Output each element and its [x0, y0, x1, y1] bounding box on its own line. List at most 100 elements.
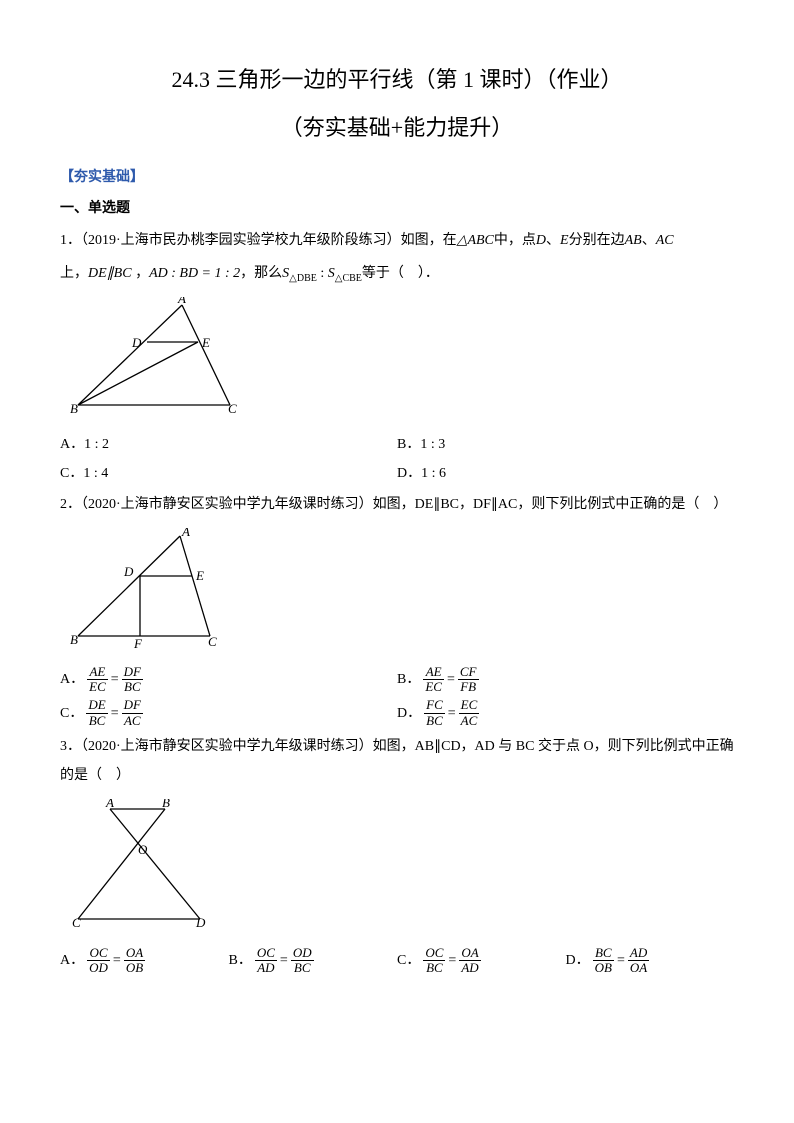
q2A-d1: EC [87, 680, 108, 694]
q2C-n1: DE [86, 698, 107, 713]
q1-S2sub: △CBE [335, 273, 362, 284]
q1-AB: AB [625, 233, 642, 248]
q1-optD: D．1 : 6 [397, 461, 734, 486]
q2-svg: A B C D E F [70, 528, 220, 650]
q2D-n1: FC [424, 698, 445, 713]
q3-optC-label: C． [397, 948, 420, 973]
q1-options-row2: C．1 : 4 D．1 : 6 [60, 461, 734, 486]
q3D-n1: BC [593, 946, 614, 961]
q1-line1: 1．（2019·上海市民办桃李园实验学校九年级阶段练习）如图，在△ABC中，点D… [60, 226, 734, 255]
q2-optA: A． AEEC = DFBC [60, 665, 397, 695]
q2B-n2: CF [458, 665, 479, 680]
page-title-1: 24.3 三角形一边的平行线（第 1 课时）（作业） [60, 60, 734, 100]
q1-line2: 上，DE∥BC ，AD : BD = 1 : 2，那么S△DBE : S△CBE… [60, 259, 734, 289]
q2A-n1: AE [87, 665, 108, 680]
svg-text:B: B [70, 632, 78, 647]
q1-m1: 中，点 [494, 233, 536, 248]
subsection-header: 一、单选题 [60, 196, 734, 221]
q2B-d1: EC [423, 680, 444, 694]
q1-l2d: 等于（ ）． [362, 266, 439, 281]
q1-svg: A B C D E [70, 297, 240, 417]
svg-text:D: D [131, 335, 142, 350]
q3D-n2: AD [628, 946, 649, 961]
q2C-d1: BC [86, 714, 107, 728]
svg-text:O: O [138, 842, 148, 857]
q1-optA: A．1 : 2 [60, 432, 397, 457]
svg-text:A: A [181, 528, 190, 539]
q3C-n2: OA [459, 946, 480, 961]
q3C-d1: BC [423, 961, 445, 975]
q2-optB-label: B． [397, 667, 420, 692]
q1-l2a: 上， [60, 266, 88, 281]
svg-text:F: F [133, 636, 143, 650]
q2-options-row1: A． AEEC = DFBC B． AEEC = CFFB [60, 665, 734, 695]
q2-optA-label: A． [60, 667, 84, 692]
q2-optD: D． FCBC = ECAC [397, 698, 734, 728]
svg-text:E: E [201, 335, 210, 350]
page-title-2: （夯实基础+能力提升） [60, 108, 734, 148]
q3-optD: D． BCOB = ADOA [566, 946, 735, 976]
q1-parallel: DE∥BC [88, 266, 132, 281]
q1-ratio: AD : BD = 1 : 2 [149, 266, 240, 281]
q3-svg: ABCDO [70, 799, 220, 931]
q3-optA-label: A． [60, 948, 84, 973]
q2A-n2: DF [122, 665, 143, 680]
svg-text:D: D [195, 915, 206, 930]
q3A-n1: OC [87, 946, 110, 961]
q1-l2c: ，那么 [240, 266, 282, 281]
q3C-n1: OC [423, 946, 445, 961]
q2-figure: A B C D E F [70, 528, 734, 659]
svg-text:E: E [195, 568, 204, 583]
q3B-d2: BC [291, 961, 314, 975]
q1-optB: B．1 : 3 [397, 432, 734, 457]
q2-optD-label: D． [397, 701, 421, 726]
q2-optC: C． DEBC = DFAC [60, 698, 397, 728]
q1-prefix: 1．（2019·上海市民办桃李园实验学校九年级阶段练习）如图，在 [60, 233, 457, 248]
q2-options-row2: C． DEBC = DFAC D． FCBC = ECAC [60, 698, 734, 728]
q3-optA: A． OCOD = OAOB [60, 946, 229, 976]
q2A-d2: BC [122, 680, 143, 694]
q1-m3: 分别在边 [569, 233, 625, 248]
svg-text:C: C [72, 915, 81, 930]
q3-optB-label: B． [229, 948, 252, 973]
q3A-d1: OD [87, 961, 110, 975]
q2-text: 2．（2020·上海市静安区实验中学九年级课时练习）如图，DE∥BC，DF∥AC… [60, 490, 734, 519]
svg-text:A: A [105, 799, 114, 810]
q3B-n1: OC [255, 946, 277, 961]
svg-text:C: C [228, 401, 237, 416]
q1-l2b: ， [132, 266, 150, 281]
q1-optC: C．1 : 4 [60, 461, 397, 486]
q1-tri: △ABC [457, 233, 494, 248]
q2D-d1: BC [424, 714, 445, 728]
svg-text:A: A [177, 297, 186, 306]
q3C-d2: AD [459, 961, 480, 975]
q3-options-row: A． OCOD = OAOB B． OCAD = ODBC C． OCBC = … [60, 946, 734, 976]
q1-options-row1: A．1 : 2 B．1 : 3 [60, 432, 734, 457]
q3A-n2: OA [124, 946, 145, 961]
q1-D: D [536, 233, 546, 248]
svg-text:B: B [70, 401, 78, 416]
svg-text:C: C [208, 634, 217, 649]
q3-optC: C． OCBC = OAAD [397, 946, 566, 976]
q1-m2: 、 [546, 233, 560, 248]
q2C-n2: DF [122, 698, 143, 713]
svg-text:D: D [123, 564, 134, 579]
q2B-d2: FB [458, 680, 479, 694]
q2B-n1: AE [423, 665, 444, 680]
q2C-d2: AC [122, 714, 143, 728]
q3-optD-label: D． [566, 948, 590, 973]
q2D-d2: AC [459, 714, 480, 728]
q1-E: E [560, 233, 569, 248]
q3D-d2: OA [628, 961, 649, 975]
q3B-n2: OD [291, 946, 314, 961]
q3B-d1: AD [255, 961, 277, 975]
q1-AC: AC [656, 233, 674, 248]
q2-optC-label: C． [60, 701, 83, 726]
q1-S2: S [328, 266, 335, 281]
section-header: 【夯实基础】 [60, 165, 734, 190]
q1-figure: A B C D E [70, 297, 734, 426]
q3-text: 3．（2020·上海市静安区实验中学九年级课时练习）如图，AB∥CD，AD 与 … [60, 732, 734, 791]
q3-figure: ABCDO [70, 799, 734, 940]
q3A-d2: OB [124, 961, 145, 975]
q2D-n2: EC [459, 698, 480, 713]
